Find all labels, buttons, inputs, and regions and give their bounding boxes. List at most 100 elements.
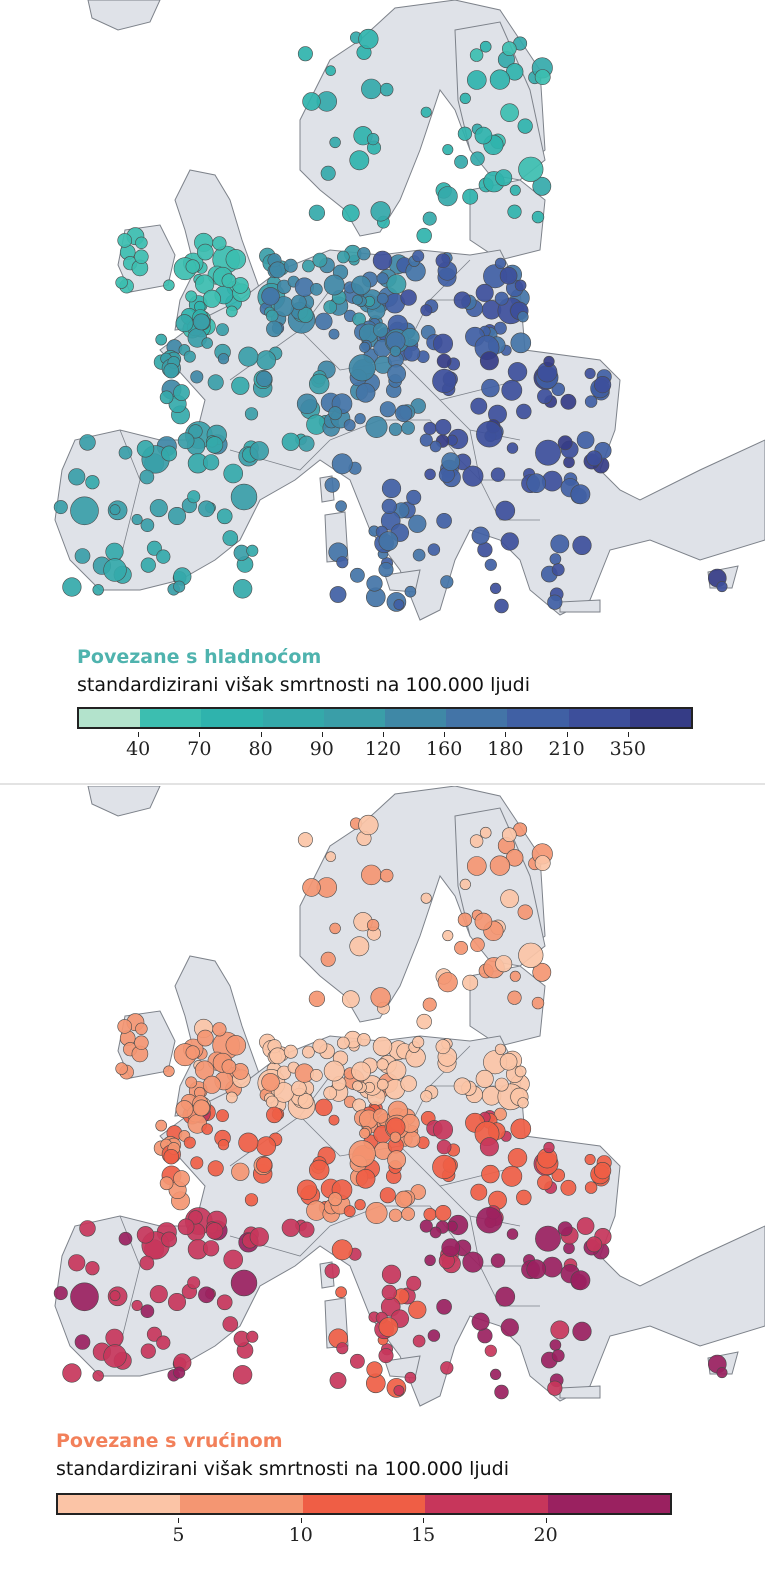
region-marker <box>140 1343 156 1359</box>
region-marker <box>551 1349 565 1363</box>
region-marker <box>216 323 229 336</box>
region-marker <box>435 253 451 269</box>
region-marker <box>187 490 201 504</box>
region-marker <box>376 292 389 305</box>
region-marker <box>576 1217 595 1235</box>
region-marker <box>354 413 366 425</box>
heat-tick-mark <box>545 1518 547 1523</box>
region-marker <box>298 1221 315 1238</box>
region-marker <box>349 567 365 583</box>
heat-tick-mark <box>423 1518 425 1523</box>
region-marker <box>429 440 442 453</box>
region-marker <box>291 294 307 311</box>
region-marker <box>140 518 155 533</box>
region-marker <box>507 204 522 219</box>
region-marker <box>454 940 468 955</box>
region-marker <box>526 1259 547 1280</box>
cold-tick-mark <box>321 732 323 737</box>
region-marker <box>336 1342 349 1355</box>
heat-scale-segment <box>302 1495 426 1513</box>
region-marker <box>328 406 343 421</box>
region-marker <box>244 407 259 421</box>
cold-tick-label: 70 <box>187 738 212 760</box>
region-marker <box>404 1371 417 1384</box>
cold-scale-segment <box>140 709 202 727</box>
region-marker <box>429 1226 442 1239</box>
cold-tick-label: 210 <box>548 738 585 760</box>
region-marker <box>427 543 441 556</box>
region-marker <box>216 1109 229 1122</box>
region-marker <box>62 1363 82 1383</box>
region-marker <box>501 379 523 401</box>
region-marker <box>302 878 321 897</box>
region-marker <box>140 1304 155 1319</box>
region-marker <box>324 1263 340 1279</box>
region-marker <box>198 1286 215 1304</box>
region-marker <box>310 282 323 296</box>
cold-tick-mark <box>444 732 446 737</box>
region-marker <box>532 962 552 982</box>
region-marker <box>419 433 433 447</box>
region-marker <box>563 456 575 469</box>
region-marker <box>379 1187 396 1204</box>
region-marker <box>92 584 104 596</box>
region-marker <box>408 514 427 533</box>
region-marker <box>283 1044 298 1059</box>
region-marker <box>188 424 203 439</box>
region-marker <box>469 834 484 848</box>
region-marker <box>395 404 413 423</box>
region-marker <box>173 580 186 593</box>
region-marker <box>550 1320 570 1340</box>
region-marker <box>359 341 370 353</box>
region-marker <box>432 333 453 354</box>
region-marker <box>476 1207 503 1234</box>
region-marker <box>163 279 175 291</box>
region-marker <box>349 150 370 171</box>
cold-tick-mark <box>138 732 140 737</box>
region-marker <box>440 1361 454 1375</box>
region-marker <box>159 390 174 405</box>
region-marker <box>453 1077 471 1095</box>
region-marker <box>531 996 545 1010</box>
region-marker <box>70 1282 99 1312</box>
region-marker <box>163 1065 175 1077</box>
region-marker <box>406 489 422 505</box>
region-marker <box>372 250 393 271</box>
region-marker <box>323 1060 345 1082</box>
region-marker <box>499 266 518 285</box>
region-marker <box>203 1240 220 1257</box>
region-marker <box>117 233 132 248</box>
region-marker <box>136 1226 155 1244</box>
region-marker <box>437 186 458 207</box>
region-marker <box>489 69 511 90</box>
region-marker <box>352 294 363 306</box>
region-marker <box>517 311 529 323</box>
region-marker <box>168 506 187 525</box>
region-marker <box>190 1156 204 1170</box>
region-marker <box>490 467 506 482</box>
region-marker <box>477 1328 493 1344</box>
region-marker <box>387 1150 407 1170</box>
region-marker <box>149 499 168 518</box>
cold-tick-mark <box>566 732 568 737</box>
region-marker <box>131 513 143 525</box>
region-marker <box>161 1231 177 1248</box>
heat-legend-subtitle: standardizirani višak smrtnosti na 100.0… <box>56 1458 510 1480</box>
panel-divider <box>0 783 765 785</box>
region-marker <box>509 970 521 982</box>
region-marker <box>560 393 577 410</box>
region-marker <box>395 1190 413 1209</box>
region-marker <box>135 236 148 250</box>
region-marker <box>139 1255 155 1271</box>
region-marker <box>217 1139 230 1151</box>
region-marker <box>135 1022 148 1036</box>
region-marker <box>422 211 437 226</box>
region-marker <box>256 1156 273 1174</box>
cold-tick-mark <box>627 732 629 737</box>
region-marker <box>557 435 573 451</box>
region-marker <box>584 1181 598 1194</box>
region-marker <box>501 1165 523 1187</box>
region-marker <box>230 1269 258 1297</box>
region-marker <box>92 1370 104 1382</box>
region-marker <box>349 936 370 957</box>
